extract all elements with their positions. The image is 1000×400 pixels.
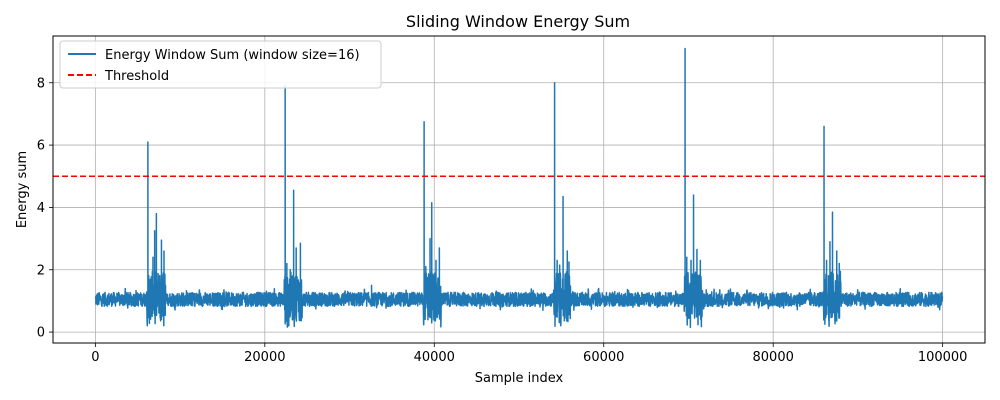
y-axis-label: Energy sum xyxy=(15,151,30,228)
legend-label-energy: Energy Window Sum (window size=16) xyxy=(105,48,360,63)
x-tick-label: 40000 xyxy=(414,350,455,365)
energy-series-line xyxy=(94,47,944,329)
legend-label-threshold: Threshold xyxy=(104,69,169,84)
y-tick-label: 8 xyxy=(37,76,45,91)
x-axis-label: Sample index xyxy=(475,371,564,386)
axes-frame xyxy=(52,35,986,344)
x-tick-label: 60000 xyxy=(583,350,624,365)
ticks: 0 20000 40000 60000 80000 100000 0 2 4 6 8 xyxy=(37,76,968,365)
x-tick-label: 100000 xyxy=(918,350,968,365)
y-tick-label: 2 xyxy=(37,263,45,278)
legend-box xyxy=(59,40,382,89)
x-tick-label: 20000 xyxy=(244,350,285,365)
legend: Energy Window Sum (window size=16) Thres… xyxy=(59,40,382,89)
x-tick-label: 80000 xyxy=(753,350,794,365)
chart-title: Sliding Window Energy Sum xyxy=(406,12,630,31)
y-tick-label: 4 xyxy=(37,201,45,216)
x-tick-label: 0 xyxy=(91,350,99,365)
plot-area xyxy=(53,47,985,329)
y-tick-label: 6 xyxy=(37,139,45,154)
y-tick-label: 0 xyxy=(37,326,45,341)
